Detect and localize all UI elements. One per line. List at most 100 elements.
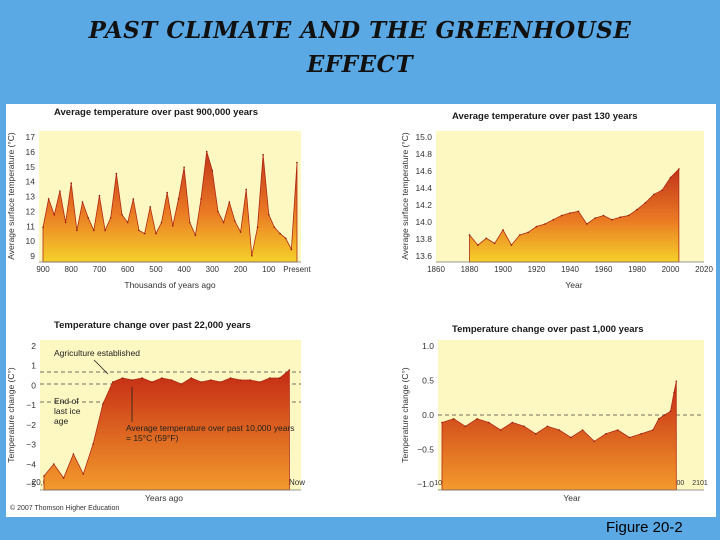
- data-point: [251, 254, 253, 257]
- y-axis-label: Average surface temperature (°C): [400, 132, 410, 260]
- y-tick-label: 14.0: [415, 217, 432, 227]
- data-point: [200, 198, 202, 200]
- data-point: [290, 248, 293, 251]
- x-tick-label: 1920: [528, 265, 546, 274]
- data-point: [87, 217, 89, 219]
- data-point: [669, 410, 672, 413]
- data-point: [249, 379, 251, 381]
- data-point: [98, 194, 101, 197]
- data-point: [558, 429, 560, 431]
- y-axis-label: Temperature change (C°): [400, 367, 410, 463]
- y-tick-label: 2: [31, 341, 36, 351]
- data-point: [593, 440, 596, 443]
- data-point: [111, 381, 114, 383]
- y-tick-label: −1.0: [417, 479, 434, 489]
- data-point: [476, 418, 478, 420]
- x-tick-label: 600: [121, 265, 135, 274]
- y-tick-label: 16: [26, 147, 36, 157]
- data-point: [284, 237, 287, 240]
- data-point: [675, 380, 678, 383]
- x-tick-label: 200: [234, 265, 248, 274]
- data-point: [43, 475, 45, 477]
- data-point: [269, 377, 271, 379]
- data-point: [234, 220, 236, 222]
- chart-title: Temperature change over past 1,000 years: [452, 324, 644, 335]
- data-point: [673, 391, 675, 394]
- data-point: [256, 226, 259, 229]
- data-point: [273, 226, 276, 229]
- y-tick-label: 17: [26, 132, 36, 142]
- data-point: [160, 221, 163, 224]
- data-point: [535, 225, 538, 228]
- data-point: [468, 234, 471, 236]
- data-point: [64, 221, 67, 224]
- data-point: [523, 425, 525, 428]
- slide-title: PAST CLIMATE AND THE GREENHOUSE EFFECT: [0, 14, 720, 82]
- y-tick-label: 13: [26, 192, 36, 202]
- data-point: [278, 377, 281, 379]
- data-point: [511, 421, 514, 424]
- data-point: [581, 429, 584, 431]
- y-tick-label: 1.0: [422, 341, 434, 351]
- x-tick-label: Now: [289, 478, 305, 487]
- data-point: [183, 166, 185, 169]
- y-tick-label: −4: [26, 459, 36, 469]
- data-point: [560, 214, 563, 217]
- data-point: [53, 213, 56, 216]
- data-point: [653, 193, 655, 196]
- chart-title: Average temperature over past 130 years: [452, 111, 638, 122]
- data-point: [619, 216, 622, 218]
- x-tick-label: 400: [177, 265, 191, 274]
- annotation-average: Average temperature over past 10,000 yea…: [126, 423, 295, 443]
- data-point: [149, 206, 151, 208]
- data-point: [102, 403, 104, 405]
- data-point: [570, 436, 572, 439]
- data-point: [611, 218, 613, 221]
- data-point: [76, 229, 78, 232]
- data-point: [155, 232, 157, 235]
- data-point: [104, 229, 106, 232]
- x-tick-label: 1980: [628, 265, 646, 274]
- data-point: [222, 221, 225, 224]
- x-tick-label: 800: [65, 265, 79, 274]
- data-point: [93, 229, 95, 232]
- data-point: [663, 414, 666, 416]
- annotation-arrow: [93, 359, 109, 375]
- x-tick-label: 900: [36, 265, 50, 274]
- y-axis-label: Average surface temperature (°C): [6, 132, 16, 260]
- y-tick-label: 10: [26, 236, 36, 246]
- y-tick-label: 9: [30, 251, 35, 261]
- data-point: [189, 221, 191, 224]
- y-tick-label: 13.6: [415, 251, 432, 261]
- copyright-text: © 2007 Thomson Higher Education: [10, 505, 120, 512]
- y-tick-label: 14.2: [415, 200, 432, 210]
- data-point: [296, 161, 298, 164]
- data-point: [259, 381, 261, 383]
- data-point: [569, 212, 571, 214]
- data-point: [544, 223, 546, 225]
- data-point: [519, 234, 521, 236]
- x-tick-label: 1940: [561, 265, 579, 274]
- data-point: [527, 231, 529, 234]
- data-point: [126, 221, 129, 224]
- data-point: [464, 425, 467, 428]
- data-point: [510, 244, 513, 246]
- y-tick-label: 13.8: [415, 234, 432, 244]
- data-point: [477, 244, 479, 246]
- data-point: [161, 377, 163, 379]
- figure-label: Figure 20-2: [606, 519, 683, 536]
- data-point: [239, 379, 242, 381]
- data-point: [170, 379, 173, 381]
- y-tick-label: 1: [31, 361, 36, 371]
- x-tick-label: 1880: [461, 265, 479, 274]
- data-point: [534, 433, 537, 435]
- data-point: [59, 190, 61, 192]
- figure-panel: Average temperature over past 900,000 ye…: [6, 104, 716, 517]
- data-point: [586, 223, 588, 225]
- y-tick-label: −2: [26, 420, 36, 430]
- data-point: [177, 198, 180, 200]
- x-tick-label: 2101: [692, 480, 708, 487]
- data-point: [219, 381, 222, 383]
- data-point: [151, 381, 153, 383]
- y-tick-label: 12: [26, 206, 36, 216]
